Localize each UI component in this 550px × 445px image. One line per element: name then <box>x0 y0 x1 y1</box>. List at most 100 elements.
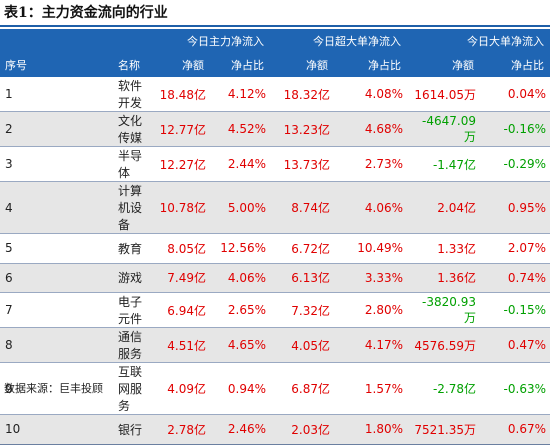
row-index: 8 <box>5 338 13 353</box>
row-main-ratio: 2.65% <box>227 303 266 318</box>
row-index: 7 <box>5 303 13 318</box>
row-large-net: 4576.59万 <box>414 338 476 353</box>
row-large-ratio: 2.07% <box>507 241 546 256</box>
header-super-ratio: 净占比 <box>368 59 401 72</box>
title-rule <box>0 25 550 27</box>
row-main-ratio: 4.65% <box>227 338 266 353</box>
row-main-net: 8.05亿 <box>167 241 206 256</box>
table-row: 4 计算机设备 10.78亿 5.00% 8.74亿 4.06% 2.04亿 0.95% <box>0 181 550 234</box>
row-large-ratio: -0.16% <box>503 122 546 136</box>
row-super-ratio: 4.06% <box>364 200 403 215</box>
row-super-ratio: 1.80% <box>364 422 403 437</box>
table-row: 1 软件开发 18.48亿 4.12% 18.32亿 4.08% 1614.05万 0.04% <box>0 77 550 112</box>
header-column-row: 序号 名称 净额 净占比 净额 净占比 净额 净占比 <box>0 53 550 77</box>
row-main-net: 4.51亿 <box>167 338 206 353</box>
row-super-net: 6.72亿 <box>291 241 330 256</box>
table-row: 10 银行 2.78亿 2.46% 2.03亿 1.80% 7521.35万 0.67% <box>0 414 550 445</box>
row-index: 6 <box>5 270 13 285</box>
row-large-ratio: 0.74% <box>507 270 546 285</box>
row-index: 3 <box>5 157 13 171</box>
row-name: 软件开发 <box>118 79 143 110</box>
row-main-ratio: 12.56% <box>220 241 266 256</box>
header-group-row: 今日主力净流入 今日超大单净流入 今日大单净流入 <box>0 29 550 53</box>
row-main-ratio: 5.00% <box>227 200 266 215</box>
row-main-ratio: 4.52% <box>227 122 266 136</box>
row-main-net: 10.78亿 <box>159 201 206 215</box>
data-source-note: 数据来源：巨丰投顾 <box>4 382 103 395</box>
table-row: 6 游戏 7.49亿 4.06% 6.13亿 3.33% 1.36亿 0.74% <box>0 263 550 293</box>
row-index: 10 <box>5 422 21 437</box>
row-super-net: 6.13亿 <box>291 271 330 286</box>
row-large-ratio: -0.63% <box>503 381 546 396</box>
header-main-net: 净额 <box>182 59 204 72</box>
row-name: 银行 <box>118 422 143 437</box>
table-row: 8 通信服务 4.51亿 4.65% 4.05亿 4.17% 4576.59万 0.47% <box>0 327 550 363</box>
row-main-ratio: 4.06% <box>227 270 266 285</box>
header-main-inflow: 今日主力净流入 <box>187 35 264 48</box>
row-super-net: 18.32亿 <box>283 87 330 102</box>
row-super-net: 4.05亿 <box>291 338 330 353</box>
row-name: 文化传媒 <box>118 114 143 145</box>
row-super-ratio: 2.73% <box>364 157 403 171</box>
row-name: 计算机设备 <box>118 184 143 232</box>
row-large-net: 1.33亿 <box>437 241 476 256</box>
row-super-ratio: 1.57% <box>364 381 403 396</box>
row-index: 1 <box>5 87 13 101</box>
row-super-net: 8.74亿 <box>291 201 330 215</box>
row-large-net: -2.78亿 <box>432 382 476 397</box>
row-main-ratio: 0.94% <box>227 381 266 396</box>
row-super-ratio: 10.49% <box>357 241 403 256</box>
row-main-ratio: 2.46% <box>227 422 266 437</box>
row-large-ratio: 0.67% <box>507 422 546 437</box>
table-body: 1 软件开发 18.48亿 4.12% 18.32亿 4.08% 1614.05万 0.04%… <box>0 77 550 445</box>
fund-flow-table: 今日主力净流入 今日超大单净流入 今日大单净流入 序号 名称 净额 净占比 净额… <box>0 29 550 445</box>
row-super-net: 13.23亿 <box>283 122 330 137</box>
row-main-net: 2.78亿 <box>167 422 206 437</box>
row-main-ratio: 4.12% <box>227 87 266 101</box>
row-main-net: 12.77亿 <box>159 122 206 137</box>
row-main-net: 4.09亿 <box>167 382 206 397</box>
row-super-ratio: 2.80% <box>364 303 403 318</box>
row-main-net: 6.94亿 <box>167 303 206 318</box>
row-name: 通信服务 <box>118 330 143 362</box>
row-super-ratio: 4.68% <box>364 122 403 136</box>
row-large-net: 1614.05万 <box>414 87 476 102</box>
row-large-ratio: -0.29% <box>503 157 546 171</box>
row-name: 半导体 <box>118 149 143 180</box>
table-row: 7 电子元件 6.94亿 2.65% 7.32亿 2.80% -3820.93万 -0.15% <box>0 292 550 328</box>
row-main-net: 7.49亿 <box>167 271 206 286</box>
row-main-net: 12.27亿 <box>159 157 206 172</box>
row-index: 9 <box>5 381 13 396</box>
row-name: 游戏 <box>118 271 143 286</box>
row-index: 5 <box>5 241 13 256</box>
row-large-net: -4647.09万 <box>422 113 476 144</box>
row-name: 教育 <box>118 241 143 256</box>
row-super-net: 6.87亿 <box>291 382 330 397</box>
table-row: 3 半导体 12.27亿 2.44% 13.73亿 2.73% -1.47亿 -0.29% <box>0 146 550 182</box>
table-row: 5 教育 8.05亿 12.56% 6.72亿 10.49% 1.33亿 2.07% <box>0 233 550 264</box>
table-title: 表1：主力资金流向的行业 <box>4 5 168 21</box>
header-name: 名称 <box>118 59 140 72</box>
row-super-ratio: 3.33% <box>364 270 403 285</box>
row-index: 2 <box>5 122 13 136</box>
row-main-ratio: 2.44% <box>227 157 266 171</box>
row-super-ratio: 4.08% <box>364 87 403 101</box>
row-super-net: 7.32亿 <box>291 303 330 318</box>
header-large-inflow: 今日大单净流入 <box>467 35 544 48</box>
row-super-net: 2.03亿 <box>291 422 330 437</box>
row-main-net: 18.48亿 <box>159 87 206 102</box>
table-header: 今日主力净流入 今日超大单净流入 今日大单净流入 序号 名称 净额 净占比 净额… <box>0 29 550 77</box>
header-super-large-inflow: 今日超大单净流入 <box>313 35 401 48</box>
header-large-net: 净额 <box>452 59 474 72</box>
header-super-net: 净额 <box>306 59 328 72</box>
row-large-ratio: -0.15% <box>503 303 546 318</box>
table-row: 2 文化传媒 12.77亿 4.52% 13.23亿 4.68% -4647.09万 -0.1… <box>0 111 550 147</box>
header-main-ratio: 净占比 <box>231 59 264 72</box>
row-name: 电子元件 <box>118 295 143 327</box>
row-large-net: -3820.93万 <box>422 294 476 325</box>
row-large-net: 1.36亿 <box>437 271 476 286</box>
row-large-ratio: 0.04% <box>507 87 546 101</box>
row-large-net: 7521.35万 <box>414 422 476 437</box>
row-index: 4 <box>5 200 13 215</box>
header-large-ratio: 净占比 <box>511 59 544 72</box>
